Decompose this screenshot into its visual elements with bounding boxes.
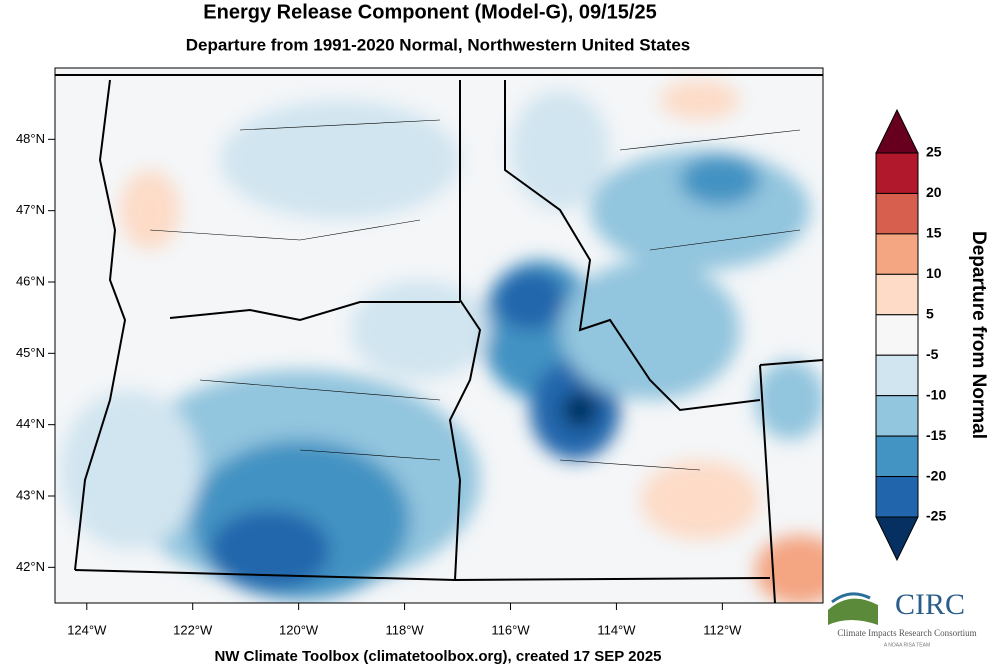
y-tick-label: 48°N	[16, 131, 45, 146]
colorbar-tick-label: 25	[926, 144, 942, 160]
y-tick-label: 45°N	[16, 345, 45, 360]
logo-name: CIRC	[895, 588, 965, 621]
x-tick-label: 114°W	[597, 622, 636, 637]
departure-shading	[60, 80, 823, 603]
colorbar-tick-label: -15	[926, 427, 946, 443]
colorbar-title: Departure from Normal	[968, 231, 989, 439]
map-frame	[54, 67, 824, 604]
colorbar-bin	[875, 273, 919, 316]
colorbar-bin	[875, 233, 919, 275]
colorbar-tick-label: 10	[926, 265, 942, 281]
x-tick-label: 118°W	[385, 622, 424, 637]
colorbar-bottom-arrow	[875, 516, 919, 562]
colorbar-tick-label: -10	[926, 386, 946, 402]
colorbar-tick-label: -25	[926, 508, 946, 524]
colorbar-bin	[875, 192, 919, 235]
colorbar-tick-label: 15	[926, 225, 942, 241]
x-tick-label: 122°W	[173, 622, 213, 637]
colorbar-bin	[875, 476, 919, 518]
x-tick-label: 124°W	[67, 622, 107, 637]
x-tick-label: 112°W	[703, 622, 742, 637]
y-tick-label: 43°N	[16, 487, 45, 502]
x-tick-label: 120°W	[279, 622, 319, 637]
y-tick-label: 46°N	[16, 273, 45, 288]
colorbar-tick-label: -5	[926, 346, 939, 362]
logo: CIRC Climate Impacts Research Consortium…	[828, 588, 977, 648]
state-borders	[55, 74, 823, 603]
map-field	[55, 68, 823, 603]
colorbar-bin	[875, 152, 919, 194]
colorbar-bin	[875, 395, 919, 437]
y-tick-label: 42°N	[16, 559, 45, 574]
colorbar-tick-label: 5	[926, 305, 934, 321]
subtitle: Departure from 1991-2020 Normal, Northwe…	[186, 35, 691, 54]
logo-full-name: Climate Impacts Research Consortium	[837, 628, 976, 638]
x-tick-label: 116°W	[491, 622, 530, 637]
colorbar-top-arrow	[875, 108, 919, 154]
colorbar-tick-label: -20	[926, 467, 946, 483]
footer: NW Climate Toolbox (climatetoolbox.org),…	[214, 648, 661, 665]
colorbar-bin	[875, 314, 919, 356]
colorbar-tick-label: 20	[926, 184, 942, 200]
y-tick-label: 47°N	[16, 202, 45, 217]
title: Energy Release Component (Model-G), 09/1…	[203, 1, 656, 23]
logo-tagline: A NOAA RISA TEAM	[884, 642, 930, 648]
colorbar-bin	[875, 435, 919, 478]
colorbar-bin	[875, 354, 919, 397]
y-tick-label: 44°N	[16, 416, 45, 431]
